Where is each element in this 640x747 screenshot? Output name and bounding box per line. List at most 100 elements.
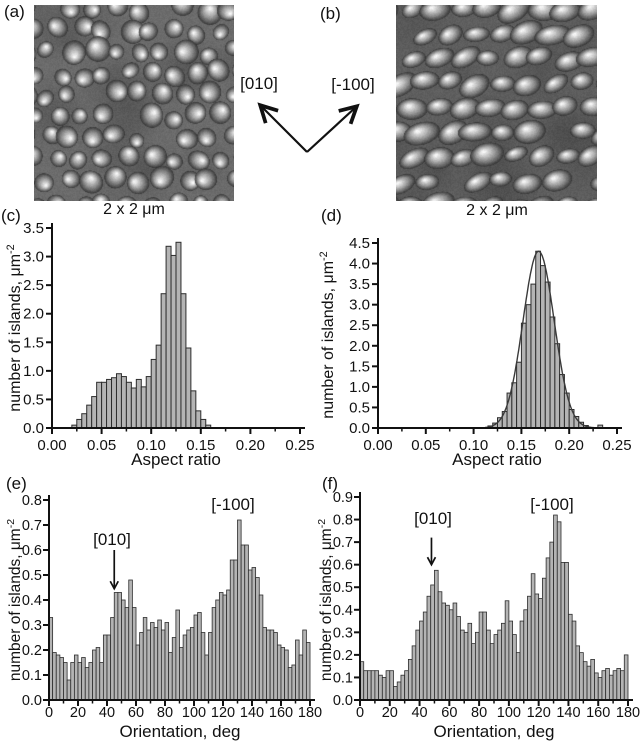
y-tick-label: 0.0: [22, 693, 42, 709]
histogram-bar: [620, 670, 625, 701]
histogram-bar: [612, 670, 618, 701]
y-axis-label-f-text: number of islands, μm: [318, 528, 336, 682]
histogram-bar: [233, 559, 238, 701]
histogram-bar: [124, 607, 130, 701]
y-tick-label: 3.5: [23, 220, 44, 237]
panel-label-c: (c): [1, 206, 21, 225]
histogram-bar: [160, 629, 166, 701]
x-tick-label: 0.20: [236, 437, 265, 454]
histogram-bar: [204, 654, 209, 701]
afm-image-b: [396, 5, 597, 201]
histogram-bar: [601, 670, 607, 701]
histogram-bar: [106, 378, 113, 429]
y-tick-label: 1.0: [23, 363, 44, 380]
histogram-bar: [511, 382, 518, 429]
histogram-bar: [237, 519, 242, 701]
x-axis-title-c: Aspect ratio: [131, 450, 221, 469]
x-tick-label: 140: [240, 705, 264, 721]
y-axis-label-e-text: number of islands, μm: [7, 528, 25, 682]
y-tick-label: 0.9: [333, 490, 353, 506]
histogram-bar: [590, 658, 595, 701]
histogram-bar: [110, 617, 115, 701]
histogram-bar: [575, 645, 581, 701]
histogram-bar: [139, 632, 144, 701]
histogram-bar: [153, 627, 159, 701]
histogram-bar: [544, 281, 551, 429]
histogram-bar: [291, 664, 296, 701]
histogram-bar: [106, 634, 112, 701]
y-tick-label: 0.8: [333, 513, 353, 529]
histogram-bar: [157, 619, 162, 701]
x-tick-label: 120: [527, 705, 551, 721]
histogram-bar: [63, 662, 68, 701]
x-tick-label: 40: [411, 705, 427, 721]
y-tick-label: 0.3: [333, 625, 353, 641]
histogram-bar: [180, 293, 187, 429]
histogram-bar: [150, 622, 155, 701]
histogram-bar: [508, 620, 514, 701]
histogram-aspect-ratio-c: 0.00 0.05 0.10 0.15 0.20 0.25 0.0 0.5 1.0 1.5 2.0 2…: [23, 220, 314, 454]
histogram-bar: [478, 611, 484, 701]
histogram-bar: [501, 622, 506, 701]
histogram-bar: [493, 634, 499, 701]
histogram-bar: [419, 620, 424, 701]
panel-label-d: (d): [321, 206, 342, 225]
histogram-bar: [374, 670, 380, 701]
y-tick-label: 3.0: [23, 249, 44, 266]
histogram-bar: [266, 629, 271, 701]
y-tick-label: 3.5: [349, 276, 370, 293]
histogram-bar: [608, 674, 614, 701]
histogram-bar: [258, 594, 264, 701]
y-tick-label: 0.2: [333, 648, 353, 664]
histogram-bar: [549, 316, 556, 429]
annotation-minus100-e: [-100]: [211, 495, 255, 514]
y-tick-label: 0.0: [333, 693, 353, 709]
histogram-bar: [84, 667, 90, 701]
histogram-bar: [125, 381, 132, 429]
y-tick-label: 0.2: [22, 643, 42, 659]
histogram-bar: [66, 679, 72, 701]
histogram-bar: [182, 634, 188, 701]
x-tick-label: 0.00: [363, 437, 392, 454]
histogram-bar: [594, 672, 599, 701]
histogram-bar: [564, 562, 569, 701]
histogram-bar: [378, 674, 383, 701]
histogram-bar: [407, 658, 413, 701]
y-axis-label-c: number of islands, μm-2: [5, 244, 25, 411]
histogram-bar: [215, 599, 220, 701]
histogram-bar: [486, 629, 491, 701]
crystal-axes-arrows: [257, 102, 360, 153]
histogram-bar: [77, 662, 83, 701]
histogram-bar: [175, 241, 182, 429]
y-tick-label: 0.5: [349, 399, 370, 416]
histogram-bar: [70, 662, 75, 701]
histogram-bar: [81, 413, 88, 429]
histogram-bar: [540, 265, 546, 429]
x-tick-label: 180: [616, 705, 640, 721]
x-tick-label: 0: [45, 705, 53, 721]
histogram-bar: [240, 544, 246, 701]
y-axis-label-d-text: number of islands, μm: [320, 260, 338, 419]
y-tick-label: 2.0: [349, 338, 370, 355]
histogram-bar: [284, 649, 289, 701]
histogram-bar: [298, 654, 304, 701]
histogram-bar: [145, 376, 152, 429]
annotation-arrowhead: [426, 556, 437, 567]
histogram-bar: [434, 569, 439, 701]
y-tick-label: 2.5: [23, 277, 44, 294]
histogram-bar: [586, 665, 592, 701]
x-tick-label: 60: [441, 705, 457, 721]
histogram-bar: [251, 567, 257, 701]
histogram-aspect-ratio-d: 0.00 0.05 0.10 0.15 0.20 0.25 0.0 0.5 1.0 1.5 2.0 2…: [349, 235, 631, 454]
y-axis-label-c-sup: -2: [4, 244, 17, 254]
histogram-bar: [52, 652, 57, 701]
y-tick-label: 0.1: [22, 668, 42, 684]
y-axis-label-f: number of islands, μm-2: [316, 519, 336, 681]
x-tick-label: 60: [128, 705, 144, 721]
histogram-bar: [185, 347, 192, 429]
histogram-bar: [190, 390, 197, 429]
histogram-bar: [135, 378, 142, 429]
y-axis-label-d-sup: -2: [317, 251, 330, 261]
histogram-bar: [497, 629, 502, 701]
histogram-bar: [130, 387, 137, 429]
